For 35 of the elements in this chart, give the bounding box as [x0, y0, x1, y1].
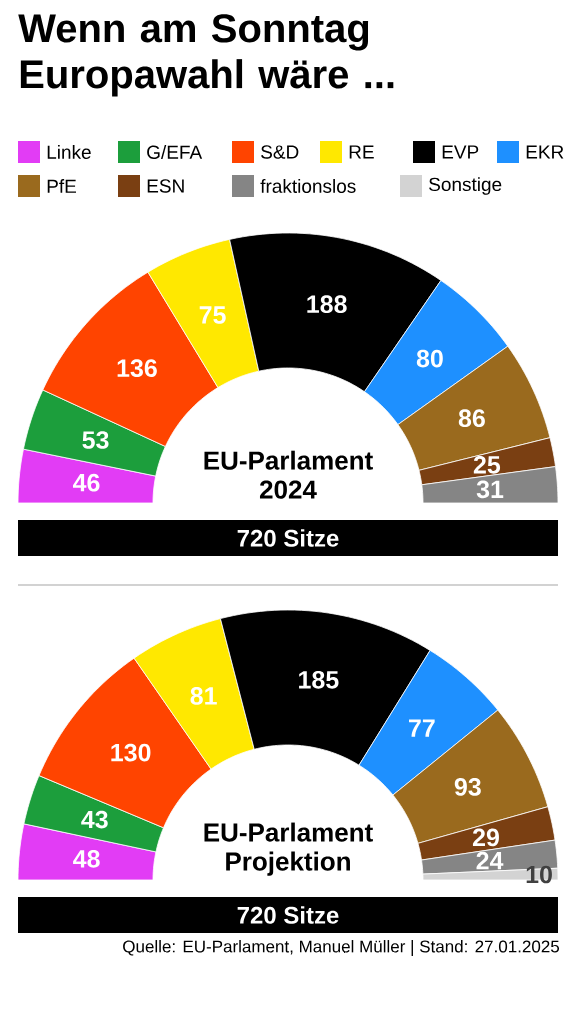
data-label: 130: [111, 743, 151, 762]
data-label: 136: [117, 359, 157, 378]
legend-label: PfE: [47, 179, 77, 193]
data-label: 93: [454, 778, 481, 796]
text: EU-Parlament Projektion: [204, 822, 373, 876]
legend-label: Sonstige: [429, 177, 502, 195]
source-note: Quelle: EU-Parlament, Manuel Müller | Stand: 27.01.2025: [123, 940, 560, 956]
data-label: 29: [472, 828, 499, 847]
legend-label: G/EFA: [147, 145, 203, 159]
legend-label: RE: [349, 145, 374, 159]
data-label: 53: [82, 431, 109, 449]
data-label: 185: [299, 670, 339, 689]
data-label: 77: [409, 719, 435, 737]
data-label: 188: [307, 295, 347, 314]
legend-label: fraktionslos: [260, 179, 356, 193]
data-label: 46: [72, 473, 100, 492]
data-label: 24: [476, 851, 504, 870]
legend-label: ESN: [147, 179, 184, 193]
legend-label: Linke: [47, 145, 91, 159]
text: 720 Sitze: [237, 529, 339, 547]
data-label: 86: [458, 409, 485, 428]
data-label: 81: [190, 687, 217, 705]
legend-label: EKR: [526, 145, 564, 159]
data-label: 43: [81, 810, 108, 829]
legend-label: EVP: [442, 145, 479, 159]
legend-label: S&D: [261, 145, 299, 159]
data-label: 48: [73, 849, 100, 868]
data-label: 25: [473, 455, 501, 474]
text: EU-Parlament 2024: [204, 450, 373, 499]
data-label: 80: [416, 349, 443, 368]
text: 720 Sitze: [237, 906, 339, 924]
data-label: 31: [476, 480, 504, 499]
chart-title: Wenn am Sonntag Europawahl wäre ...: [18, 14, 394, 97]
data-label: 10: [526, 865, 552, 884]
data-label: 75: [199, 306, 226, 324]
